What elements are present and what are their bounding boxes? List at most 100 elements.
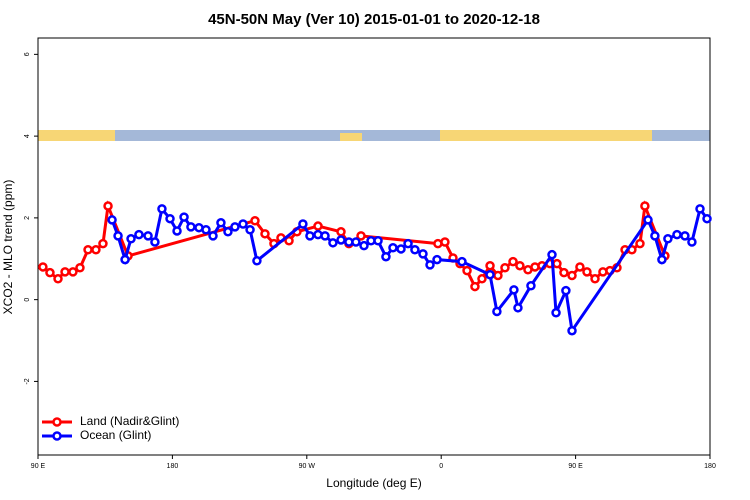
- data-point: [687, 237, 697, 247]
- data-point: [561, 285, 571, 296]
- legend-label: Ocean (Glint): [80, 428, 151, 442]
- y-tick-label: 6: [24, 52, 31, 56]
- data-point: [567, 270, 577, 281]
- data-point: [515, 260, 525, 271]
- legend-marker: [52, 431, 62, 441]
- data-point: [172, 226, 182, 236]
- data-point: [98, 238, 108, 249]
- data-point: [650, 231, 660, 241]
- data-point: [492, 306, 502, 317]
- data-point: [336, 235, 346, 245]
- chart-title: 45N-50N May (Ver 10) 2015-01-01 to 2020-…: [208, 11, 540, 28]
- y-tick-label: 0: [24, 298, 31, 302]
- data-point: [336, 227, 346, 237]
- data-point: [260, 229, 270, 239]
- data-point: [643, 215, 653, 225]
- data-point: [462, 265, 472, 276]
- data-point: [695, 204, 705, 214]
- data-point: [320, 231, 330, 241]
- data-point: [186, 222, 196, 232]
- data-point: [298, 219, 308, 229]
- data-point: [45, 267, 55, 278]
- data-point: [53, 274, 63, 284]
- data-point: [547, 249, 557, 260]
- data-point: [680, 231, 690, 241]
- data-point: [493, 270, 503, 281]
- data-point: [388, 242, 398, 253]
- x-tick-label: 0: [439, 463, 443, 470]
- data-point: [513, 303, 523, 313]
- data-point: [75, 263, 85, 273]
- data-point: [526, 280, 536, 291]
- data-point: [305, 231, 315, 241]
- data-point: [157, 204, 167, 214]
- land-band: [340, 133, 362, 141]
- x-tick-label: 90 W: [299, 463, 316, 470]
- data-point: [440, 237, 450, 247]
- data-point: [396, 244, 406, 254]
- data-point: [134, 229, 144, 240]
- data-point: [250, 215, 260, 226]
- data-point: [509, 285, 519, 295]
- data-point: [567, 325, 577, 336]
- data-point: [559, 267, 569, 278]
- series: [107, 204, 712, 336]
- data-point: [351, 237, 361, 247]
- legend: Land (Nadir&Glint)Ocean (Glint): [42, 414, 179, 442]
- data-point: [672, 229, 682, 240]
- data-point: [60, 267, 70, 277]
- data-point: [359, 240, 369, 251]
- data-point: [635, 238, 645, 249]
- data-point: [432, 254, 442, 265]
- plot-frame: [37, 37, 711, 456]
- data-point: [485, 269, 495, 280]
- y-tick-label: 2: [24, 216, 31, 220]
- data-point: [216, 218, 226, 228]
- data-point: [485, 260, 495, 271]
- data-point: [552, 258, 562, 269]
- legend-marker: [52, 417, 62, 427]
- x-tick-label: 180: [704, 463, 716, 470]
- data-point: [165, 213, 175, 224]
- data-point: [657, 254, 667, 265]
- data-point: [418, 249, 428, 259]
- data-point: [470, 281, 480, 292]
- data-point: [113, 231, 123, 241]
- data-point: [284, 236, 294, 246]
- data-point: [245, 224, 255, 235]
- data-point: [702, 213, 712, 224]
- data-point: [107, 215, 117, 225]
- x-axis-label: Longitude (deg E): [326, 476, 421, 490]
- y-axis-label: XCO2 - MLO trend (ppm): [1, 180, 15, 315]
- legend-label: Land (Nadir&Glint): [80, 414, 179, 428]
- y-tick-label: 4: [24, 134, 31, 138]
- data-point: [68, 267, 78, 277]
- land-ocean-strip: [38, 130, 710, 141]
- data-point: [223, 227, 233, 237]
- data-point: [663, 233, 673, 244]
- data-point: [356, 231, 366, 241]
- data-point: [328, 238, 338, 248]
- ocean-band: [38, 130, 710, 141]
- data-point: [143, 231, 153, 241]
- data-point: [120, 254, 130, 265]
- data-point: [38, 262, 48, 272]
- data-point: [640, 201, 650, 211]
- data-point: [410, 245, 420, 255]
- data-point: [508, 256, 518, 267]
- data-point: [582, 267, 592, 277]
- data-point: [150, 237, 160, 247]
- data-point: [238, 219, 248, 229]
- x-tick-label: 90 E: [568, 463, 583, 470]
- x-tick-label: 90 E: [31, 463, 46, 470]
- y-tick-label: -2: [24, 378, 31, 384]
- data-point: [126, 233, 136, 244]
- x-tick-label: 180: [167, 463, 179, 470]
- land-band: [38, 130, 115, 141]
- data-point: [201, 224, 211, 235]
- data-point: [457, 256, 467, 267]
- data-point: [91, 245, 101, 255]
- data-point: [551, 307, 561, 318]
- data-point: [425, 260, 435, 270]
